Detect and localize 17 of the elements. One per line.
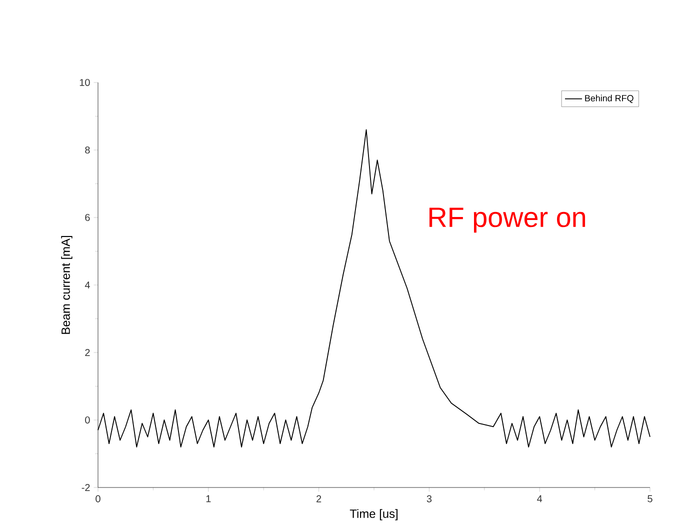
x-axis-title: Time [us] [350,509,398,520]
x-tick-label: 2 [316,495,322,502]
y-tick-label: 8 [85,146,90,154]
y-tick-label: 4 [84,282,90,289]
y-tick-label: 0 [85,416,90,424]
x-tick-label: 0 [96,495,100,503]
annotation: RF power on [429,208,586,233]
legend-label: Behind RFQ [585,94,634,104]
x-tick-label: 4 [537,495,542,502]
y-tick-label: 2 [85,349,90,356]
x-tick-label: 1 [206,495,211,502]
y-axis-title: Beam current [mA] [61,236,72,334]
x-tick-label: 5 [648,495,652,502]
x-tick-label: 3 [426,495,432,503]
y-tick-label: 6 [85,214,90,222]
y-tick-label: -2 [82,484,90,492]
y-tick-label: 10 [80,79,90,86]
